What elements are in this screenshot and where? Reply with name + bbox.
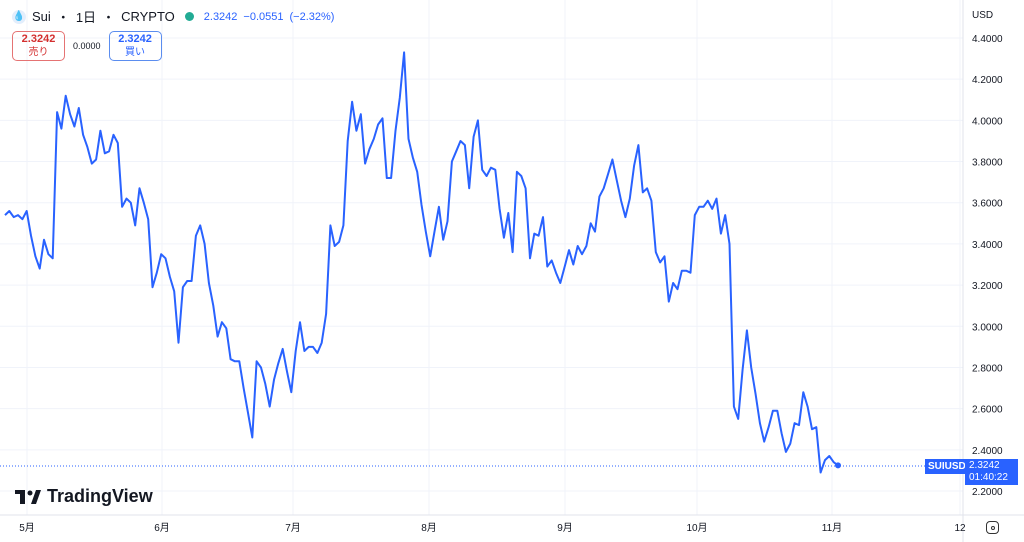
- price-tick-label: 3.6000: [972, 199, 1003, 210]
- sell-price: 2.3242: [21, 33, 56, 45]
- price-axis[interactable]: 4.4000 4.2000 4.0000 3.8000 3.6000 3.4000 3.20…: [972, 34, 1003, 498]
- buy-price: 2.3242: [118, 33, 152, 45]
- settings-icon[interactable]: [986, 521, 999, 534]
- market-status-icon[interactable]: [184, 12, 194, 21]
- price-line-series: [4, 51, 839, 474]
- tradingview-logo-text: TradingView: [47, 486, 153, 506]
- price-tick-label: 4.2000: [972, 75, 1003, 86]
- change-percent: (−2.32%): [289, 10, 335, 23]
- time-tick-label: 12: [954, 523, 966, 534]
- price-tick-label: 2.4000: [972, 446, 1003, 457]
- symbol-name: Sui: [32, 9, 51, 24]
- exchange: CRYPTO: [121, 9, 175, 24]
- time-tick-label: 10月: [686, 522, 707, 534]
- separator: ・: [56, 10, 70, 25]
- bar-countdown: 01:40:22: [969, 472, 1008, 483]
- price-tick-label: 2.8000: [972, 363, 1003, 374]
- price-tick-label: 4.4000: [972, 34, 1003, 45]
- separator: ・: [102, 10, 116, 25]
- time-tick-label: 9月: [557, 522, 573, 534]
- price-tick-label: 4.0000: [972, 116, 1003, 127]
- last-price-label: 2.3242 01:40:22: [965, 459, 1018, 485]
- time-tick-label: 5月: [19, 522, 35, 534]
- last-value: 2.3242: [203, 10, 238, 23]
- time-axis[interactable]: 5月 6月 7月 8月 9月 10月 11月 12: [19, 522, 966, 534]
- spread: 0.0000: [73, 41, 101, 51]
- sui-logo-icon: 💧: [12, 9, 26, 24]
- time-tick-label: 8月: [421, 522, 437, 534]
- buy-button[interactable]: 2.3242 買い: [108, 31, 162, 61]
- price-tick-label: 3.8000: [972, 158, 1003, 169]
- time-tick-label: 7月: [285, 522, 301, 534]
- interval: 1日: [75, 10, 97, 25]
- change-value: −0.0551: [243, 10, 284, 23]
- symbol-legend[interactable]: 💧 Sui ・ 1日 ・ CRYPTO 2.3242 −0.0551 (−2.3…: [12, 7, 334, 26]
- trade-buttons: 2.3242 売り 0.0000 2.3242 買い: [12, 31, 162, 61]
- price-tick-label: 2.6000: [972, 405, 1003, 416]
- price-tick-label: 3.0000: [972, 322, 1003, 333]
- time-tick-label: 11月: [822, 522, 842, 534]
- sell-button[interactable]: 2.3242 売り: [12, 31, 65, 61]
- currency-selector[interactable]: USD: [972, 10, 994, 21]
- last-point: [835, 462, 841, 469]
- price-tick-label: 3.4000: [972, 240, 1003, 251]
- tradingview-logo[interactable]: TradingView: [15, 486, 153, 507]
- price-tick-label: 2.2000: [972, 487, 1003, 498]
- sell-label: 売り: [28, 47, 49, 58]
- time-tick-label: 6月: [154, 522, 170, 534]
- last-price: 2.3242: [969, 460, 1000, 471]
- buy-label: 買い: [125, 47, 146, 58]
- price-tick-label: 3.2000: [972, 281, 1003, 292]
- symbol-price-label: SUIUSD: [925, 459, 969, 474]
- grid: [0, 0, 963, 515]
- tradingview-logo-icon: [15, 489, 41, 504]
